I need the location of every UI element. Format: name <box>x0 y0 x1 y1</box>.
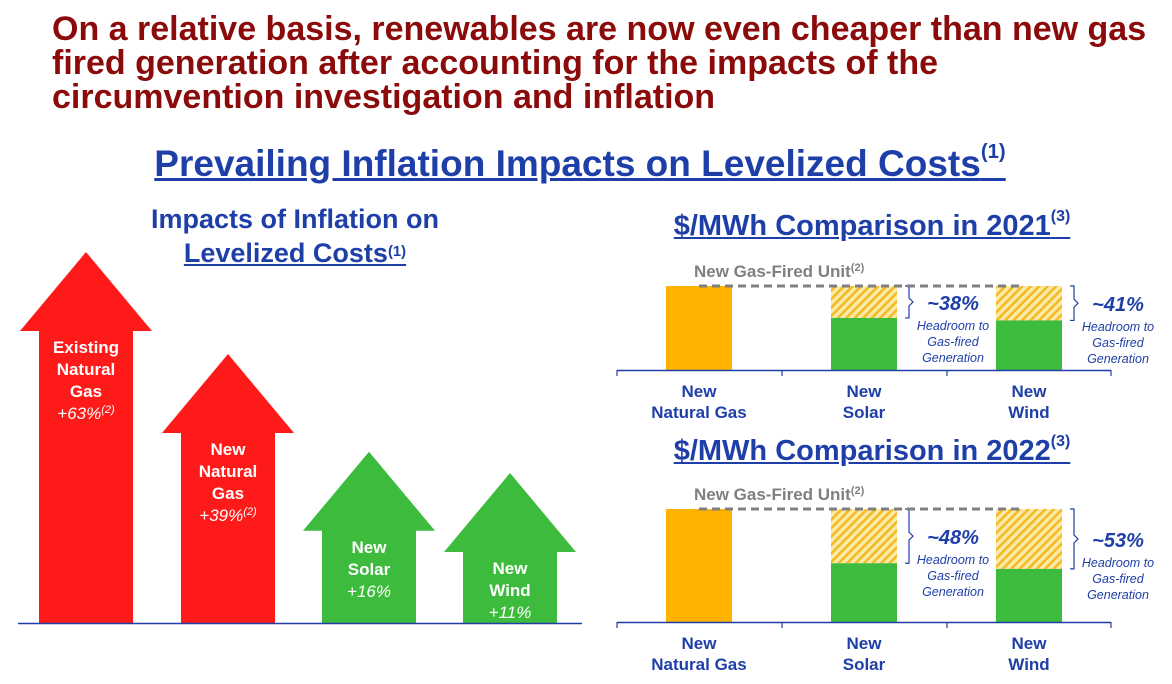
cmp2022-new-wind-headroom-note: Generation <box>1087 588 1149 602</box>
new-solar-value-label: +16% <box>347 582 391 601</box>
cmp2022-new-solar-headroom <box>831 509 897 564</box>
cmp2022-new-solar-category-label: Solar <box>843 655 886 674</box>
section-title-footnote: (1) <box>980 140 1006 163</box>
new-wind-label-line: New <box>493 559 529 578</box>
new-natural-gas-label-line: Gas <box>212 484 244 503</box>
cmp2021-new-solar-headroom-note: Gas-fired <box>927 335 979 349</box>
inflation-chart-title-line1: Impacts of Inflation on <box>151 204 439 234</box>
cmp2022-new-wind-category-label: New <box>1012 634 1048 653</box>
comparison-2022-title-footnote: (3) <box>1050 433 1071 451</box>
inflation-chart-title-line2-text: Levelized Costs <box>183 238 388 268</box>
comparison-2022-title-text: $/MWh Comparison in 2022 <box>673 435 1051 467</box>
cmp2022-new-natural-gas-category-label: New <box>682 634 718 653</box>
cmp2021-new-natural-gas-bar <box>666 286 732 370</box>
cmp2021-new-wind-headroom <box>996 286 1062 321</box>
headline: On a relative basis, renewables are now … <box>52 10 1147 116</box>
cmp2021-reference-label: New Gas-Fired Unit(2) <box>694 262 865 281</box>
cmp2022-new-solar-brace <box>905 508 914 564</box>
cmp2022-new-solar-headroom-note: Generation <box>922 585 984 599</box>
cmp2022-new-solar-bar <box>831 563 897 622</box>
existing-natural-gas-label-line: Existing <box>53 338 119 357</box>
new-natural-gas-label-line: New <box>211 440 247 459</box>
comparison-2022-chart: New Gas-Fired Unit(2) New Natural Gas ~48% H… <box>616 485 1154 674</box>
new-wind-arrow <box>444 473 576 623</box>
cmp2022-new-natural-gas-category-label: Natural Gas <box>651 655 746 674</box>
cmp2022-new-wind-headroom-note: Gas-fired <box>1092 572 1144 586</box>
cmp2021-new-solar-category-label: Solar <box>843 403 886 422</box>
new-wind-label-line: Wind <box>489 581 530 600</box>
comparison-2022-title: $/MWh Comparison in 2022(3) <box>612 433 1132 468</box>
cmp2022-new-wind-bar <box>996 568 1062 622</box>
cmp2021-new-solar-headroom-note: Headroom to <box>917 319 989 333</box>
cmp2021-new-wind-headroom-note: Headroom to <box>1082 320 1154 334</box>
new-natural-gas-value-label: +39%(2) <box>199 506 257 525</box>
cmp2021-new-natural-gas-category-label: New <box>682 382 718 401</box>
cmp2021-new-solar-brace <box>905 285 914 319</box>
cmp2022-reference-label-footnote: (2) <box>851 485 865 497</box>
new-natural-gas-value-text: +39% <box>199 506 243 525</box>
cmp2021-new-wind-headroom-pct: ~41% <box>1092 294 1144 316</box>
cmp2021-new-wind-bar <box>996 320 1062 370</box>
cmp2021-new-solar-headroom-pct: ~38% <box>927 293 979 315</box>
cmp2021-new-solar-category-label: New <box>847 382 883 401</box>
existing-natural-gas-value-text: +63% <box>57 404 101 423</box>
new-solar-arrow <box>303 451 435 623</box>
section-title-text: Prevailing Inflation Impacts on Levelize… <box>154 143 981 184</box>
comparison-2021-title-text: $/MWh Comparison in 2021 <box>673 210 1051 242</box>
existing-natural-gas-label-line: Gas <box>70 382 102 401</box>
cmp2022-new-wind-headroom-note: Headroom to <box>1082 556 1154 570</box>
cmp2021-new-natural-gas-category-label: Natural Gas <box>651 403 746 422</box>
cmp2022-new-solar-category-label: New <box>847 634 883 653</box>
existing-natural-gas-label-line: Natural <box>57 360 116 379</box>
cmp2022-reference-label: New Gas-Fired Unit(2) <box>694 485 865 504</box>
cmp2022-new-wind-headroom <box>996 509 1062 569</box>
cmp2021-new-solar-bar <box>831 317 897 370</box>
cmp2021-new-wind-brace <box>1070 285 1079 322</box>
inflation-chart-title-footnote: (1) <box>387 243 407 260</box>
new-natural-gas-label-line: Natural <box>199 462 258 481</box>
cmp2022-reference-label-text: New Gas-Fired Unit <box>694 485 851 504</box>
comparison-2021-chart: New Gas-Fired Unit(2) New Natural Gas ~38% H… <box>616 262 1154 422</box>
existing-natural-gas-arrow <box>20 252 152 623</box>
existing-natural-gas-value-footnote: (2) <box>101 404 115 416</box>
inflation-chart-title-line2: Levelized Costs(1) <box>90 236 500 270</box>
cmp2022-new-natural-gas-bar <box>666 509 732 622</box>
cmp2021-new-wind-headroom-note: Gas-fired <box>1092 336 1144 350</box>
cmp2022-new-wind-headroom-pct: ~53% <box>1092 530 1144 552</box>
cmp2022-new-solar-headroom-note: Gas-fired <box>927 569 979 583</box>
cmp2021-new-wind-category-label: New <box>1012 382 1048 401</box>
cmp2021-new-solar-headroom-note: Generation <box>922 351 984 365</box>
inflation-chart-title: Impacts of Inflation on Levelized Costs(… <box>90 202 500 270</box>
existing-natural-gas-value-label: +63%(2) <box>57 404 115 423</box>
new-wind-value-text: +11% <box>489 603 532 622</box>
cmp2022-new-wind-category-label: Wind <box>1008 655 1049 674</box>
cmp2021-reference-label-footnote: (2) <box>851 262 865 274</box>
new-natural-gas-arrow <box>162 354 294 623</box>
new-solar-label-line: New <box>352 538 388 557</box>
comparison-2021-title-footnote: (3) <box>1050 208 1071 226</box>
inflation-arrows-chart: ExistingNaturalGas+63%(2)NewNaturalGas+3… <box>18 252 582 625</box>
new-solar-value-text: +16% <box>347 582 391 601</box>
cmp2021-new-wind-headroom-note: Generation <box>1087 352 1149 366</box>
cmp2022-new-solar-headroom-note: Headroom to <box>917 553 989 567</box>
section-title: Prevailing Inflation Impacts on Levelize… <box>0 140 1160 185</box>
cmp2022-new-wind-brace <box>1070 508 1079 570</box>
cmp2021-new-wind-category-label: Wind <box>1008 403 1049 422</box>
cmp2021-new-solar-headroom <box>831 286 897 318</box>
cmp2022-new-solar-headroom-pct: ~48% <box>927 527 979 549</box>
new-wind-value-label: +11% <box>489 603 532 622</box>
new-solar-label-line: Solar <box>348 560 391 579</box>
new-natural-gas-value-footnote: (2) <box>243 506 257 518</box>
comparison-2021-title: $/MWh Comparison in 2021(3) <box>612 208 1132 243</box>
cmp2021-reference-label-text: New Gas-Fired Unit <box>694 262 851 281</box>
